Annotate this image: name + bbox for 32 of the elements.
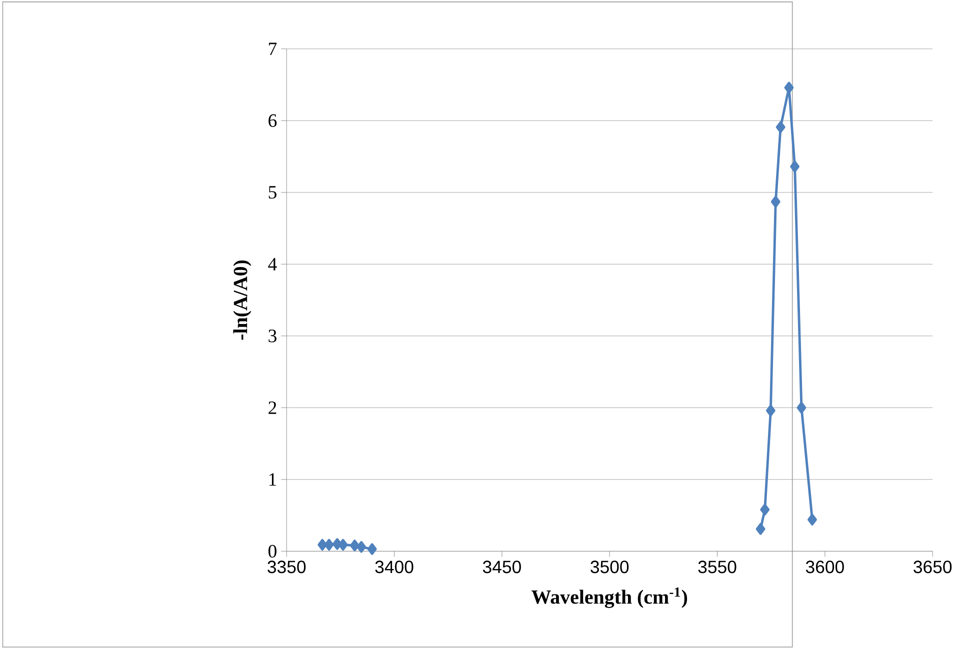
y-tick-label: 5	[268, 186, 276, 199]
y-tick-label: 4	[268, 258, 277, 270]
point	[760, 504, 770, 516]
x-tick-label: 3350	[268, 560, 306, 574]
point	[350, 540, 360, 552]
point	[756, 523, 766, 535]
y-tick-label: 3	[268, 330, 276, 342]
y-tick-label: 7	[268, 42, 277, 56]
point	[784, 82, 794, 94]
y-tick-label: 2	[268, 402, 276, 414]
x-tick-label: 3650	[914, 560, 952, 574]
point	[796, 402, 806, 414]
point	[367, 543, 377, 556]
point	[318, 539, 328, 551]
point	[770, 196, 780, 208]
point	[356, 541, 366, 553]
point	[338, 539, 348, 551]
x-tick-label: 3600	[806, 560, 844, 574]
x-tick-label: 3550	[698, 560, 736, 574]
x-tick-label: 3400	[375, 560, 414, 574]
point	[790, 160, 800, 173]
y-axis-title: -ln(A/A0)	[233, 260, 252, 340]
y-tick-label: 6	[268, 114, 277, 128]
point	[776, 121, 786, 134]
point	[808, 514, 817, 526]
x-tick-label: 3500	[590, 560, 629, 574]
y-tick-label: 0	[268, 544, 276, 558]
point	[324, 539, 334, 551]
point	[766, 404, 776, 417]
y-tick-label: 1	[269, 473, 276, 486]
x-tick-label: 3450	[482, 560, 521, 574]
x-axis-title: Wavelength (cm$^{-1}$)	[532, 588, 688, 608]
